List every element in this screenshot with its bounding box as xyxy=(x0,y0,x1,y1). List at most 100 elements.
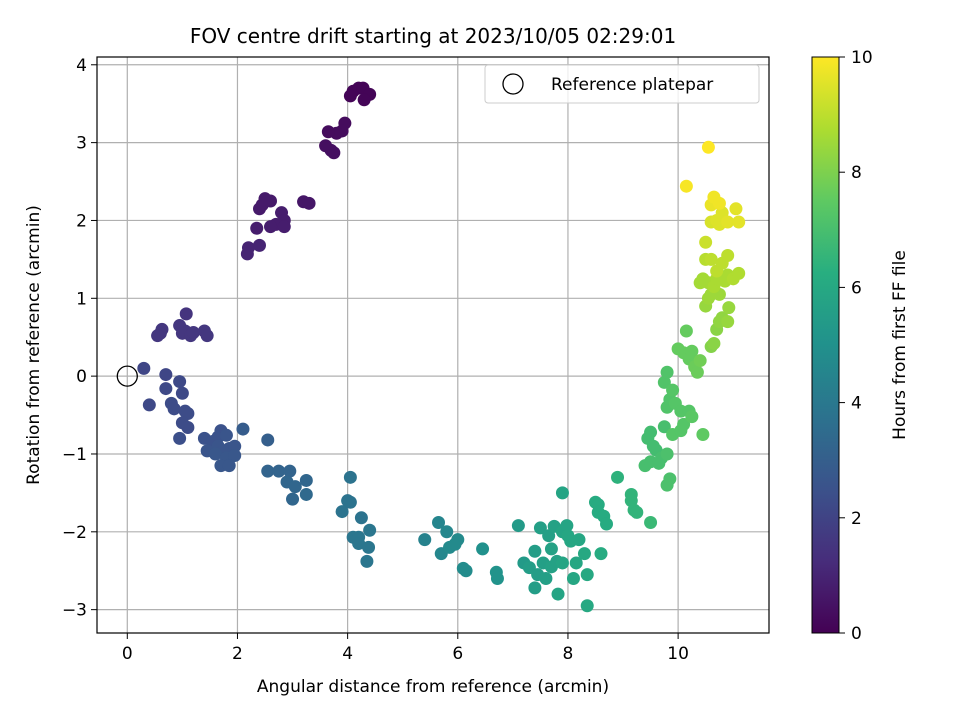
colorbar-gradient xyxy=(811,56,840,634)
y-tick-label: 4 xyxy=(76,56,87,76)
data-point xyxy=(660,447,674,461)
data-point xyxy=(200,329,214,343)
y-axis-ticks: −3 −2 −1 0 1 2 3 4 xyxy=(62,56,97,621)
data-point xyxy=(693,354,707,368)
data-point xyxy=(611,470,625,484)
data-point xyxy=(657,420,671,434)
data-point xyxy=(288,480,302,494)
data-point xyxy=(721,248,735,262)
data-point xyxy=(644,515,658,529)
data-point xyxy=(173,431,187,445)
data-point xyxy=(660,365,674,379)
data-point xyxy=(704,252,718,266)
data-point xyxy=(236,422,250,436)
data-point xyxy=(432,515,446,529)
colorbar-ticks: 0 2 4 6 8 10 xyxy=(839,48,873,644)
y-tick-label: 0 xyxy=(76,367,87,387)
data-point xyxy=(250,221,264,235)
data-point xyxy=(555,486,569,500)
data-point xyxy=(151,329,165,343)
data-points xyxy=(137,81,746,613)
data-point xyxy=(286,492,300,506)
y-axis-label: Rotation from reference (arcmin) xyxy=(24,205,44,485)
colorbar-tick-label: 10 xyxy=(851,48,873,68)
reference-platepar-marker xyxy=(116,365,138,387)
data-point xyxy=(343,89,357,103)
data-point xyxy=(572,533,586,547)
data-point xyxy=(335,505,349,519)
colorbar: 0 2 4 6 8 10 Hours from first FF file xyxy=(811,48,910,644)
y-tick-label: −3 xyxy=(62,601,87,621)
data-point xyxy=(459,564,473,578)
y-tick-label: 3 xyxy=(76,134,87,154)
y-tick-label: −1 xyxy=(62,445,87,465)
data-point xyxy=(159,382,173,396)
data-point xyxy=(732,266,746,280)
colorbar-tick-label: 0 xyxy=(851,624,862,644)
data-point xyxy=(528,581,542,595)
data-point xyxy=(644,425,658,439)
data-point xyxy=(175,386,189,400)
colorbar-tick-label: 2 xyxy=(851,509,862,529)
data-point xyxy=(539,572,553,586)
x-tick-label: 0 xyxy=(122,644,133,664)
data-point xyxy=(299,473,313,487)
data-point xyxy=(448,537,462,551)
data-point xyxy=(679,179,693,193)
data-point xyxy=(560,519,574,533)
data-point xyxy=(228,439,242,453)
data-point xyxy=(252,238,266,252)
y-tick-label: 2 xyxy=(76,211,87,231)
data-point xyxy=(261,433,275,447)
data-point xyxy=(321,125,335,139)
data-point xyxy=(272,464,286,478)
data-point xyxy=(701,140,715,154)
x-tick-label: 2 xyxy=(232,644,243,664)
data-point xyxy=(228,449,242,463)
data-point xyxy=(630,505,644,519)
data-point xyxy=(679,324,693,338)
data-point xyxy=(159,368,173,382)
data-point xyxy=(240,247,254,261)
data-point xyxy=(657,375,671,389)
data-point xyxy=(729,202,743,216)
data-point xyxy=(343,470,357,484)
data-point xyxy=(418,533,432,547)
data-point xyxy=(327,146,341,160)
data-point xyxy=(533,521,547,535)
data-point xyxy=(137,361,151,375)
data-point xyxy=(490,572,504,586)
reference-marker xyxy=(116,365,138,387)
legend-marker xyxy=(502,73,524,95)
data-point xyxy=(551,587,565,601)
data-point xyxy=(476,542,490,556)
data-point xyxy=(555,556,569,570)
data-point xyxy=(219,428,233,442)
data-point xyxy=(299,487,313,501)
plot-frame xyxy=(96,56,770,634)
x-tick-label: 10 xyxy=(667,644,689,664)
data-point xyxy=(186,326,200,340)
data-point xyxy=(341,494,355,508)
data-point xyxy=(354,511,368,525)
data-point xyxy=(142,398,156,412)
legend: Reference platepar xyxy=(484,64,760,104)
data-point xyxy=(173,375,187,389)
data-point xyxy=(528,544,542,558)
data-point xyxy=(363,523,377,537)
data-point xyxy=(264,194,278,208)
data-point xyxy=(181,421,195,435)
data-point xyxy=(690,365,704,379)
data-point xyxy=(179,307,193,321)
data-point xyxy=(440,525,454,539)
colorbar-tick-label: 6 xyxy=(851,278,862,298)
data-point xyxy=(699,235,713,249)
data-point xyxy=(712,196,726,210)
x-axis-label: Angular distance from reference (arcmin) xyxy=(257,677,609,697)
colorbar-tick-label: 8 xyxy=(851,163,862,183)
data-point xyxy=(264,220,278,234)
data-point xyxy=(357,93,371,107)
data-point xyxy=(222,459,236,473)
data-point xyxy=(685,410,699,424)
